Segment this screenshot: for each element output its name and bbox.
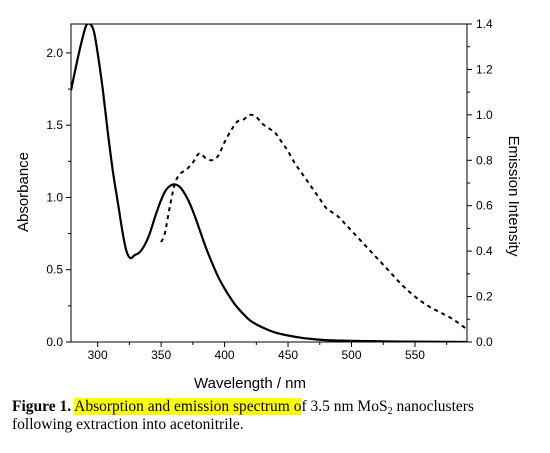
tick-marks (66, 23, 472, 347)
y-right-tick-label: 1.0 (476, 108, 493, 122)
y-left-tick-label: 1.5 (46, 118, 63, 132)
y-right-tick-label: 1.4 (476, 17, 493, 31)
data-series (71, 24, 467, 342)
y-right-tick-label: 0.8 (476, 153, 493, 167)
y-left-tick-label: 0.5 (46, 263, 63, 277)
absorbance-series-line (71, 24, 467, 342)
x-tick-label: 450 (278, 348, 298, 362)
y-right-tick-label: 0.6 (476, 199, 493, 213)
caption-text-continued: nanoclusters following extraction into a… (12, 398, 474, 433)
x-tick-label: 550 (405, 348, 425, 362)
caption-highlighted-text: Absorption and emission spectrum o (74, 398, 302, 415)
y-axis-left-title: Absorbance (15, 152, 32, 232)
y-right-tick-label: 0.2 (476, 290, 493, 304)
x-tick-label: 400 (215, 348, 235, 362)
y-right-tick-label: 1.2 (476, 62, 493, 76)
x-axis-title: Wavelength / nm (194, 375, 306, 392)
x-tick-label: 350 (151, 348, 171, 362)
emission-series-line (160, 113, 467, 330)
y-right-tick-label: 0.0 (476, 335, 493, 349)
y-axis-right-title: Emission Intensity (505, 136, 522, 257)
x-tick-label: 500 (341, 348, 361, 362)
plot-frame (70, 23, 468, 343)
y-left-tick-label: 2.0 (46, 46, 63, 60)
y-left-tick-label: 0.0 (46, 335, 63, 349)
x-tick-label: 300 (88, 348, 108, 362)
tick-labels: 300 350 400 450 500 550 0.0 0.5 1.0 1.5 2.0 0.0 0.2 0… (46, 17, 493, 362)
caption-figure-label: Figure 1. (12, 398, 72, 415)
caption-text: f 3.5 nm MoS (301, 398, 388, 415)
y-left-tick-label: 1.0 (46, 190, 63, 204)
figure-caption: Figure 1. Absorption and emission spectr… (12, 398, 532, 434)
y-right-tick-label: 0.4 (476, 244, 493, 258)
caption-subscript: 2 (387, 406, 393, 417)
